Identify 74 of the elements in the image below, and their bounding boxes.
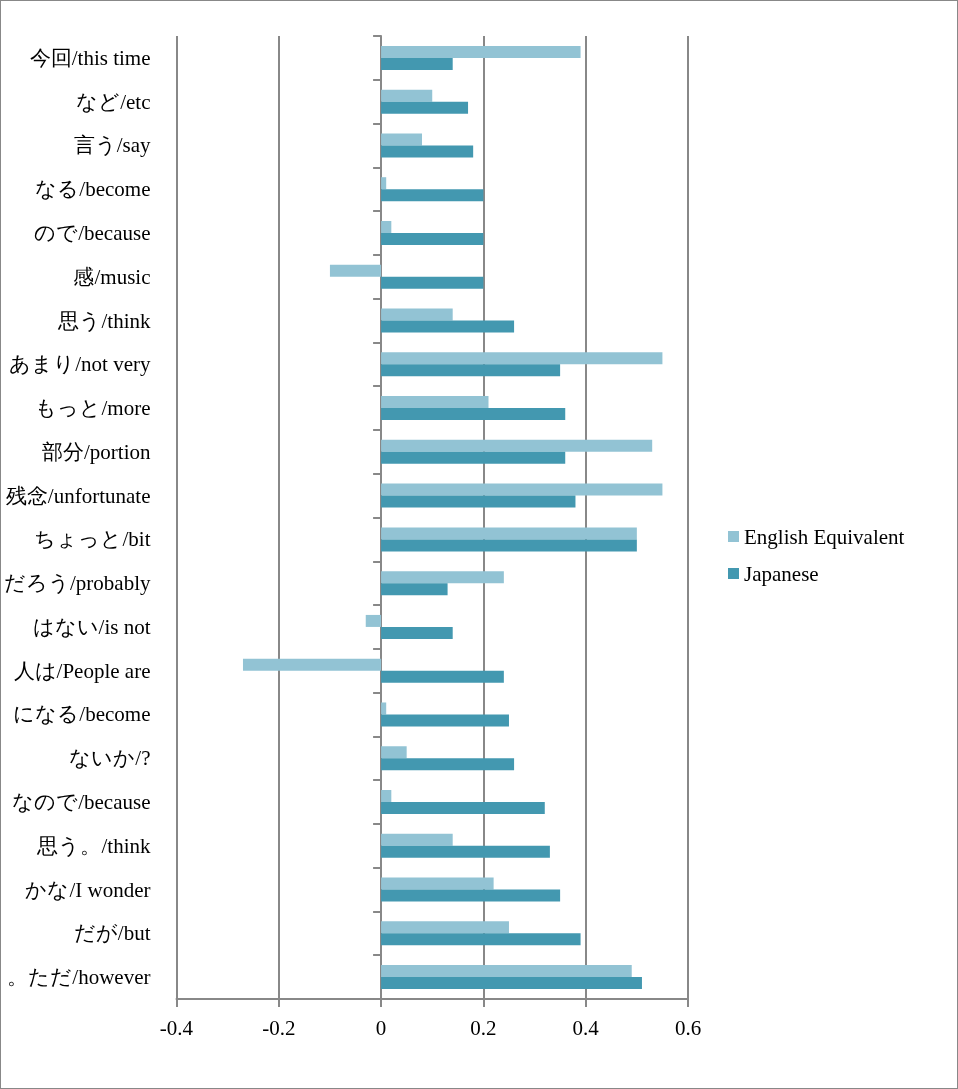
bar bbox=[381, 977, 642, 990]
y-tick-label: なる/become bbox=[35, 177, 151, 202]
legend-label: Japanese bbox=[744, 561, 819, 586]
bar bbox=[381, 57, 453, 70]
bar bbox=[381, 845, 550, 858]
bar bbox=[381, 101, 469, 114]
bar bbox=[381, 189, 484, 202]
y-tick-label: はない/is not bbox=[32, 614, 151, 639]
bar bbox=[381, 889, 561, 902]
bar bbox=[381, 320, 515, 333]
y-tick-label: だが/but bbox=[73, 921, 151, 946]
bar bbox=[381, 352, 663, 365]
bar bbox=[381, 933, 581, 946]
x-tick-label: -0.2 bbox=[262, 1015, 296, 1040]
bar bbox=[381, 714, 509, 727]
bar bbox=[381, 790, 392, 803]
bar bbox=[381, 758, 515, 771]
bar bbox=[381, 232, 484, 245]
bar bbox=[381, 89, 433, 102]
y-tick-label: ので/because bbox=[34, 220, 151, 245]
x-tick-label: 0.6 bbox=[674, 1015, 702, 1040]
bar bbox=[381, 439, 653, 452]
x-tick-label: -0.4 bbox=[159, 1015, 194, 1040]
y-tick-label: 言う/say bbox=[73, 133, 151, 158]
y-tick-label: 感/music bbox=[73, 264, 151, 289]
bar bbox=[381, 877, 494, 890]
bar bbox=[381, 177, 387, 190]
bar bbox=[381, 833, 453, 846]
y-tick-label: 今回/this time bbox=[29, 45, 151, 70]
bar bbox=[381, 965, 632, 978]
bar bbox=[381, 921, 509, 934]
bar bbox=[381, 408, 566, 421]
y-tick-label: あまり/not very bbox=[9, 352, 151, 377]
bar bbox=[381, 626, 453, 639]
bar bbox=[381, 220, 392, 233]
bar bbox=[381, 670, 504, 683]
bar bbox=[381, 539, 637, 552]
y-tick-label: 。ただ/however bbox=[7, 965, 151, 990]
bar bbox=[381, 802, 545, 815]
legend-label: English Equivalent bbox=[744, 524, 905, 549]
y-tick-label: など/etc bbox=[76, 89, 151, 114]
bar bbox=[381, 702, 387, 715]
bar bbox=[381, 746, 407, 759]
y-tick-label: ないか/? bbox=[69, 746, 151, 771]
y-tick-label: かな/I wonder bbox=[25, 877, 151, 902]
bar bbox=[381, 133, 423, 146]
y-tick-label: 思う。/think bbox=[36, 833, 151, 858]
y-tick-label: だろう/probably bbox=[4, 571, 151, 596]
y-tick-label: 部分/portion bbox=[41, 439, 151, 464]
bar bbox=[381, 583, 448, 596]
bar bbox=[381, 483, 663, 496]
x-tick-label: 0 bbox=[375, 1015, 387, 1040]
x-tick-label: 0.4 bbox=[572, 1015, 600, 1040]
y-tick-label: 残念/unfortunate bbox=[5, 483, 151, 508]
y-tick-label: 人は/People are bbox=[13, 658, 151, 683]
y-tick-label: もっと/more bbox=[35, 396, 151, 421]
y-tick-label: なので/because bbox=[12, 790, 151, 815]
bar bbox=[381, 145, 474, 158]
x-tick-label: 0.2 bbox=[470, 1015, 497, 1040]
bar bbox=[381, 276, 484, 289]
y-tick-label: 思う/think bbox=[57, 308, 151, 333]
bar bbox=[381, 527, 637, 540]
bar bbox=[381, 45, 581, 58]
bar bbox=[242, 658, 382, 671]
bar bbox=[381, 308, 453, 321]
bar bbox=[381, 495, 576, 508]
bar bbox=[381, 451, 566, 464]
bar bbox=[365, 614, 382, 627]
bar bbox=[381, 364, 561, 377]
y-tick-label: ちょっと/bit bbox=[34, 527, 151, 552]
y-tick-label: になる/become bbox=[13, 702, 151, 727]
bar bbox=[381, 396, 489, 409]
bar bbox=[329, 264, 382, 277]
bar bbox=[381, 571, 504, 584]
